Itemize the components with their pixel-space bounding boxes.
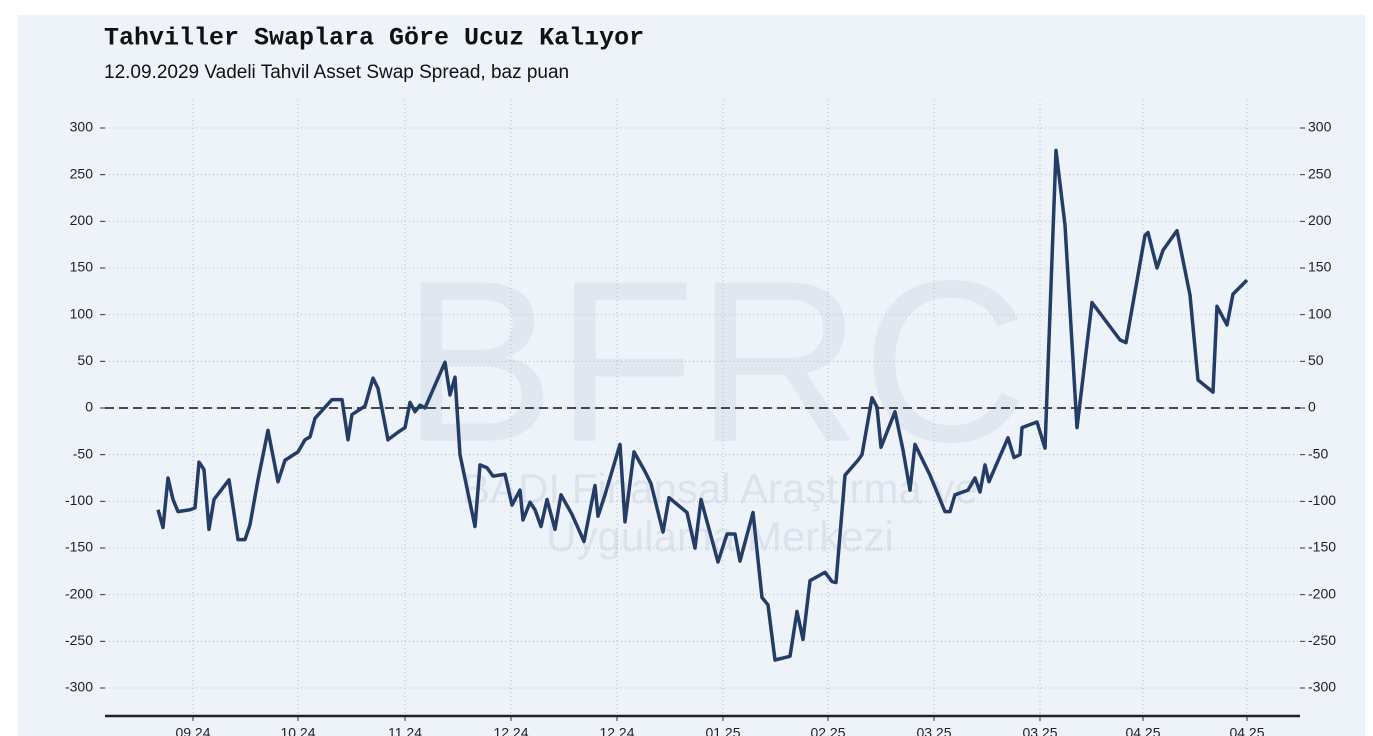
x-tick-label: 12.24 (599, 725, 634, 736)
y2-tick-label: 200 (1308, 212, 1332, 228)
x-tick-label: 03.25 (916, 725, 951, 736)
y2-tick-label: 250 (1308, 165, 1332, 181)
y-tick-label: 0 (85, 399, 93, 415)
y-tick-label: 250 (70, 165, 94, 181)
y-tick-label: -300 (65, 679, 93, 695)
data-line (156, 148, 1249, 662)
y2-tick-label: 50 (1308, 352, 1324, 368)
chart-subtitle: 12.09.2029 Vadeli Tahvil Asset Swap Spre… (104, 62, 569, 83)
y-tick-label: 50 (77, 352, 93, 368)
x-tick-label: 12.24 (493, 725, 528, 736)
y-tick-label: 100 (70, 305, 94, 321)
x-tick-label: 02.25 (810, 725, 845, 736)
y2-tick-label: -250 (1308, 632, 1336, 648)
x-tick-label: 09.24 (175, 725, 210, 736)
y2-tick-label: 100 (1308, 305, 1332, 321)
y2-tick-label: -100 (1308, 492, 1336, 508)
y-tick-label: 300 (70, 119, 94, 135)
y2-tick-label: -150 (1308, 539, 1336, 555)
x-tick-label: 04.25 (1125, 725, 1160, 736)
y2-tick-label: -50 (1308, 445, 1328, 461)
y-tick-label: 200 (70, 212, 94, 228)
chart-title: Tahviller Swaplara Göre Ucuz Kalıyor (104, 24, 644, 53)
watermark: BFRC BADI Finansal Araştırma ve Uygulama… (402, 233, 1028, 560)
y2-tick-label: 150 (1308, 259, 1332, 275)
y-tick-label: -150 (65, 539, 93, 555)
x-tick-label: 03.25 (1022, 725, 1057, 736)
x-tick-label: 04.25 (1229, 725, 1264, 736)
y-tick-label: 150 (70, 259, 94, 275)
y2-tick-label: -300 (1308, 679, 1336, 695)
y-tick-label: -250 (65, 632, 93, 648)
y-tick-label: -50 (73, 445, 93, 461)
watermark-logo: BFRC (402, 233, 1028, 490)
y2-tick-label: -200 (1308, 585, 1336, 601)
panel (18, 15, 1365, 736)
y2-tick-label: 300 (1308, 119, 1332, 135)
watermark-text: BADI Finansal Araştırma ve (462, 465, 978, 512)
x-tick-label: 11.24 (388, 725, 422, 736)
y-tick-label: -200 (65, 585, 93, 601)
x-tick-label: 10.24 (280, 725, 315, 736)
x-tick-label: 01.25 (705, 725, 740, 736)
y-tick-label: -100 (65, 492, 93, 508)
y2-tick-label: 0 (1308, 399, 1316, 415)
